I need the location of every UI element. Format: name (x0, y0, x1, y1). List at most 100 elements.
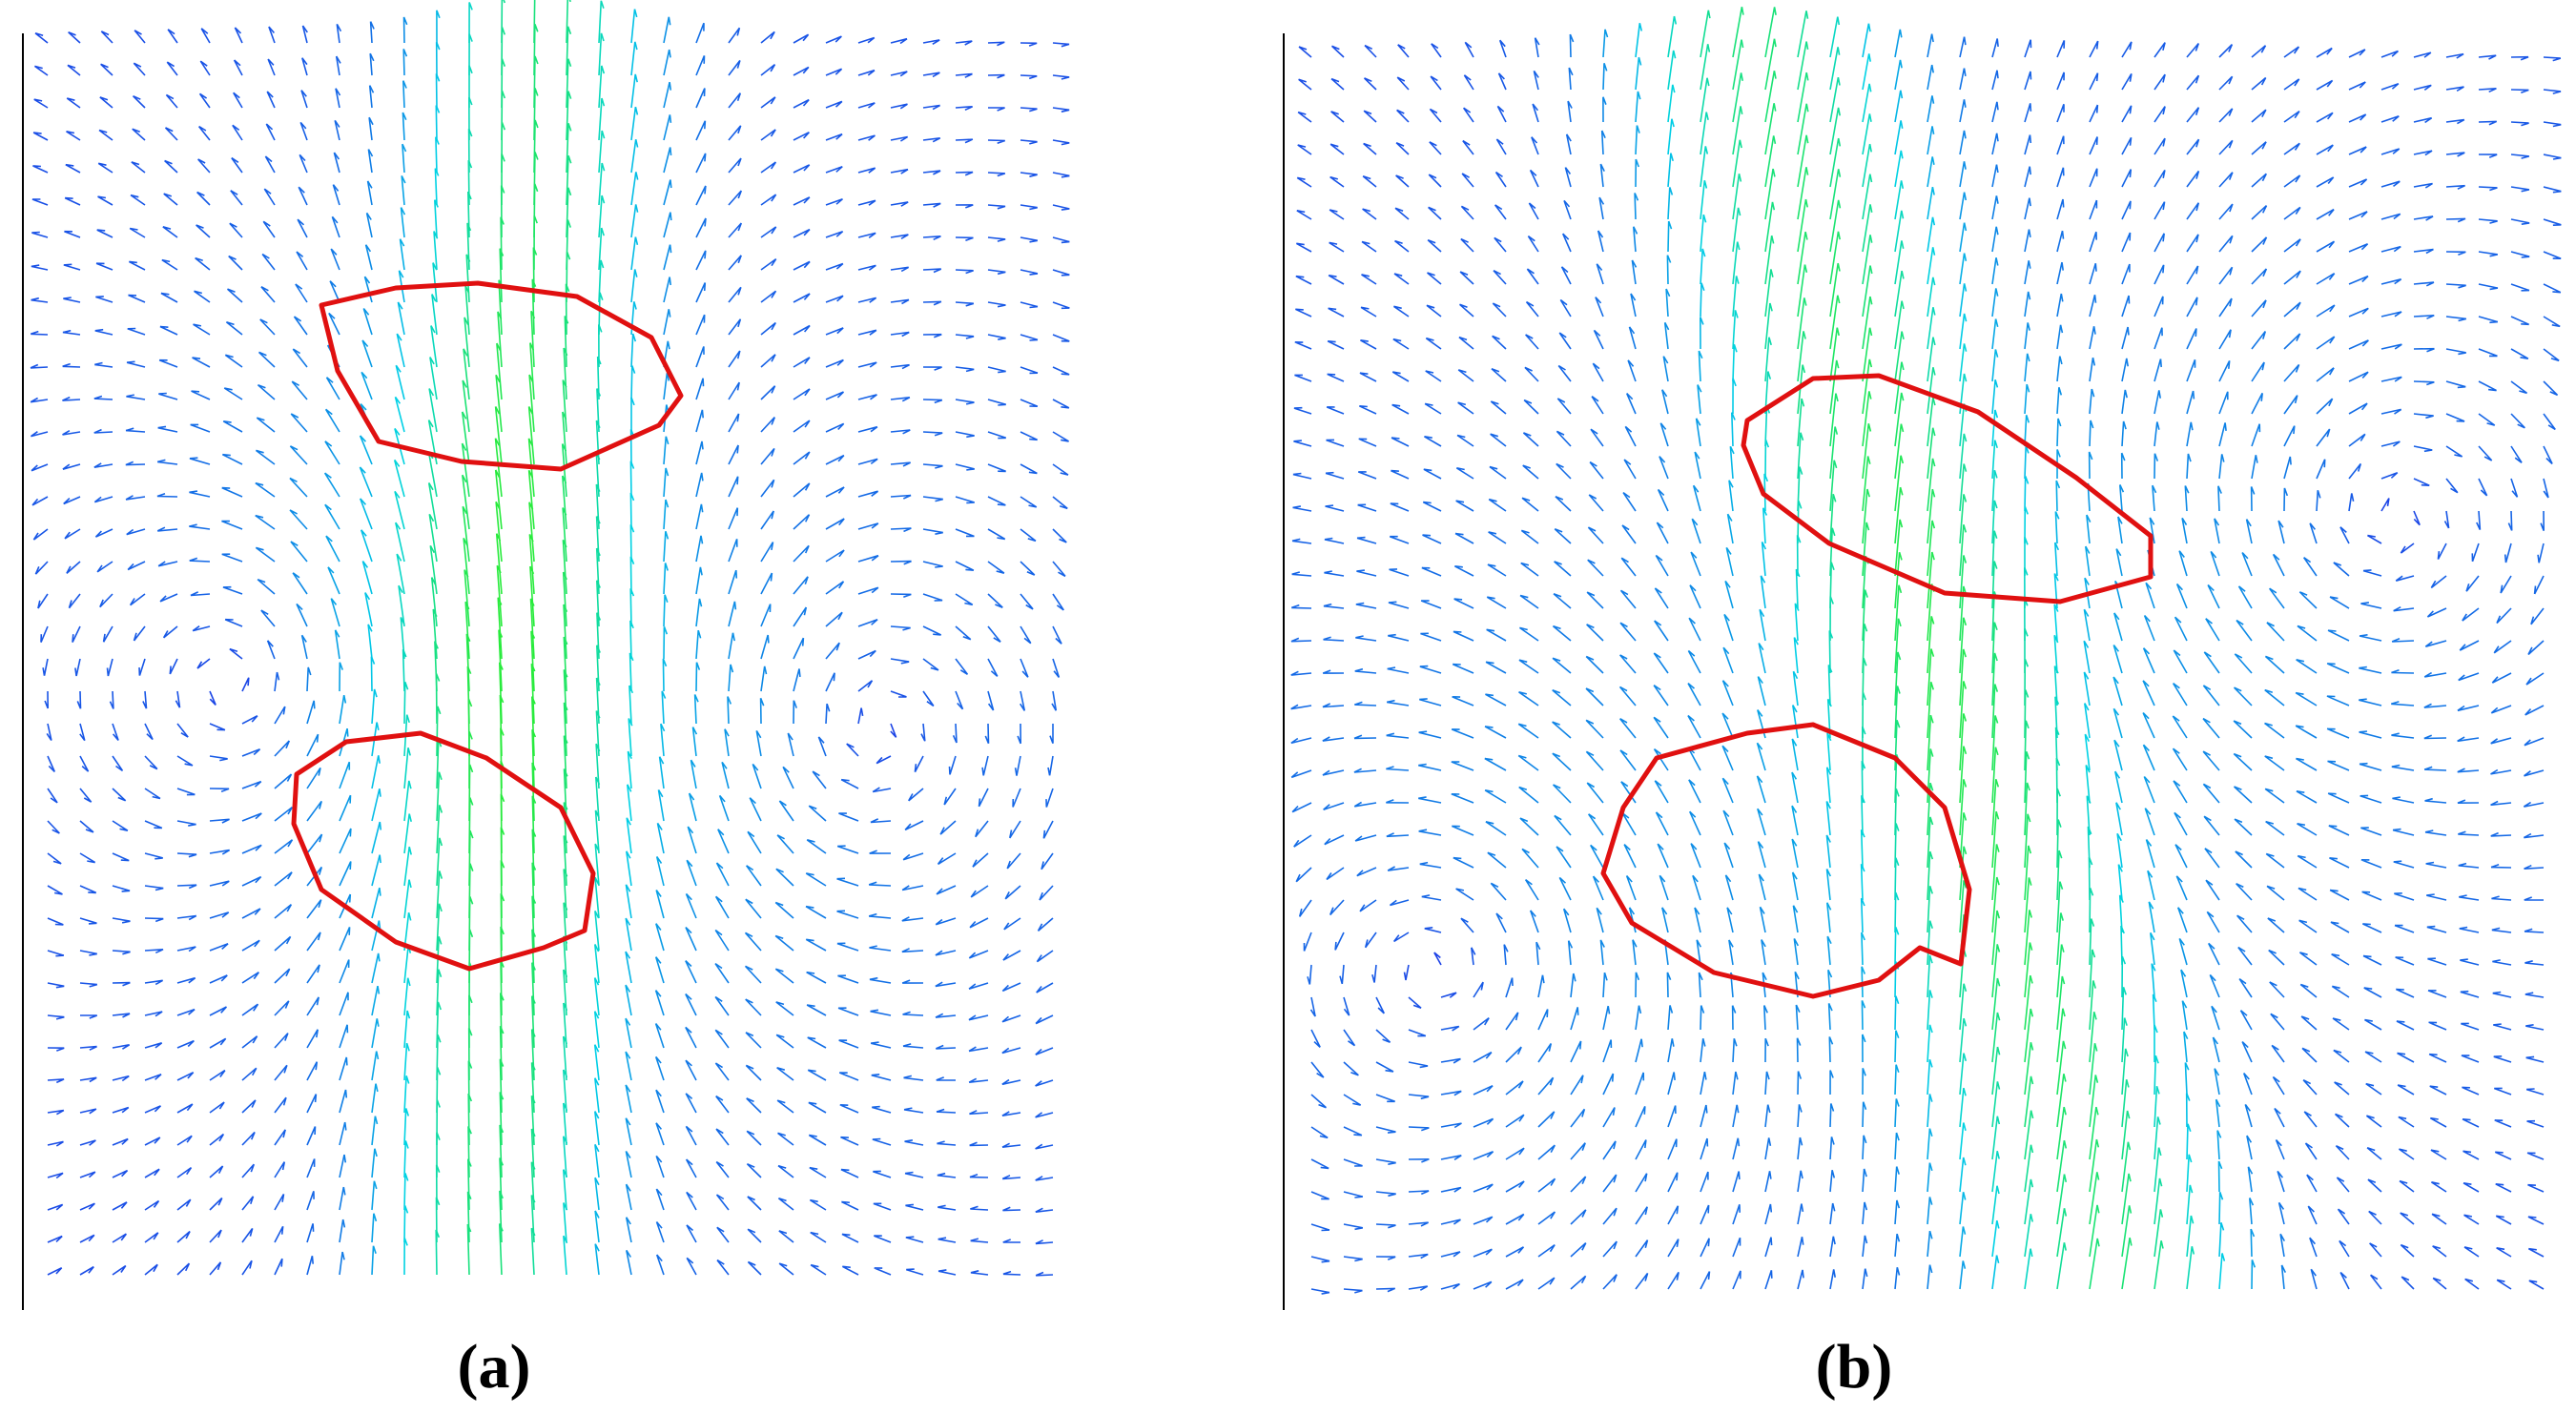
arrow (760, 417, 776, 433)
arrow (2251, 76, 2267, 91)
arrow (2543, 56, 2562, 62)
arrow (714, 929, 730, 952)
arrow (1862, 296, 1873, 350)
arrow (1927, 1094, 1933, 1128)
arrow (1653, 652, 1669, 674)
arrow (1001, 1175, 1021, 1180)
arrow (2510, 251, 2530, 258)
arrow (1459, 271, 1474, 285)
arrow (563, 668, 568, 725)
arrow (2251, 173, 2268, 188)
arrow (2186, 170, 2200, 188)
arrow (32, 528, 49, 541)
arrow (306, 1255, 314, 1276)
arrow (1524, 878, 1539, 901)
arrow (759, 697, 765, 725)
arrow (2510, 348, 2529, 359)
arrow (1440, 1218, 1461, 1225)
arrow (625, 951, 632, 984)
arrow (2154, 327, 2163, 350)
arrow (529, 342, 535, 400)
arrow (563, 735, 568, 789)
arrow (1829, 1103, 1835, 1128)
arrow (2300, 1015, 2318, 1031)
arrow (1695, 418, 1701, 447)
arrow (435, 41, 441, 76)
arrow (2250, 1228, 2256, 1258)
arrow (2024, 1042, 2034, 1096)
arrow (1692, 484, 1701, 512)
arrow (1722, 646, 1734, 674)
arrow (2463, 1182, 2480, 1193)
arrow (1292, 472, 1312, 480)
arrow (625, 1150, 632, 1178)
arrow (2283, 301, 2301, 317)
arrow (2089, 980, 2096, 1031)
arrow (1020, 42, 1038, 47)
arrow (857, 69, 876, 76)
arrow (685, 960, 697, 984)
arrow (655, 1122, 665, 1146)
arrow (1460, 237, 1474, 253)
arrow (938, 1269, 957, 1276)
arrow (2154, 1240, 2164, 1290)
arrow (1020, 172, 1038, 177)
arrow (361, 561, 373, 595)
arrow (2430, 1149, 2447, 1160)
arrow (2274, 1107, 2285, 1128)
arrow (955, 334, 975, 339)
arrow (2445, 217, 2466, 223)
arrow (2055, 480, 2061, 512)
arrow (435, 1229, 441, 1276)
arrow (96, 229, 113, 238)
arrow (630, 397, 635, 432)
arrow (869, 976, 892, 984)
arrow (857, 554, 879, 563)
arrow (1991, 1185, 2000, 1225)
arrow (793, 357, 811, 368)
arrow (2239, 1010, 2253, 1031)
arrow (1452, 663, 1474, 674)
arrow (2086, 514, 2092, 544)
arrow (857, 707, 864, 725)
arrow (429, 544, 438, 595)
arrow (531, 929, 537, 984)
arrow (2496, 1247, 2512, 1258)
arrow (695, 250, 707, 271)
arrow (2175, 583, 2188, 609)
arrow (533, 215, 538, 271)
arrow (1035, 1143, 1054, 1150)
arrow (1590, 844, 1604, 869)
arrow (563, 1136, 568, 1178)
arrow (330, 598, 340, 627)
arrow (1959, 1017, 1968, 1063)
arrow (1791, 771, 1799, 804)
arrow (1726, 513, 1734, 544)
arrow (948, 755, 957, 775)
arrow (1457, 369, 1474, 382)
arrow (79, 1265, 94, 1276)
arrow (1421, 894, 1442, 901)
arrow (241, 1227, 254, 1243)
arrow (1358, 405, 1377, 415)
arrow (1829, 76, 1841, 123)
arrow (1959, 1192, 1967, 1225)
arrow (1505, 1147, 1525, 1160)
arrow (2491, 927, 2512, 933)
arrow (890, 690, 907, 698)
arrow (1375, 1223, 1396, 1229)
arrow (241, 1196, 255, 1211)
panel-label: (b) (1816, 1332, 1893, 1402)
arrow (728, 222, 743, 238)
arrow (594, 1143, 600, 1178)
arrow (1453, 565, 1474, 577)
arrow (1461, 173, 1474, 188)
arrow (685, 926, 697, 952)
arrow (905, 1236, 924, 1243)
arrow (2432, 1277, 2447, 1290)
arrow (778, 1262, 794, 1276)
arrow (1764, 1270, 1773, 1290)
arrow (1386, 832, 1410, 838)
arrow (1894, 120, 1904, 155)
arrow (2460, 958, 2480, 966)
